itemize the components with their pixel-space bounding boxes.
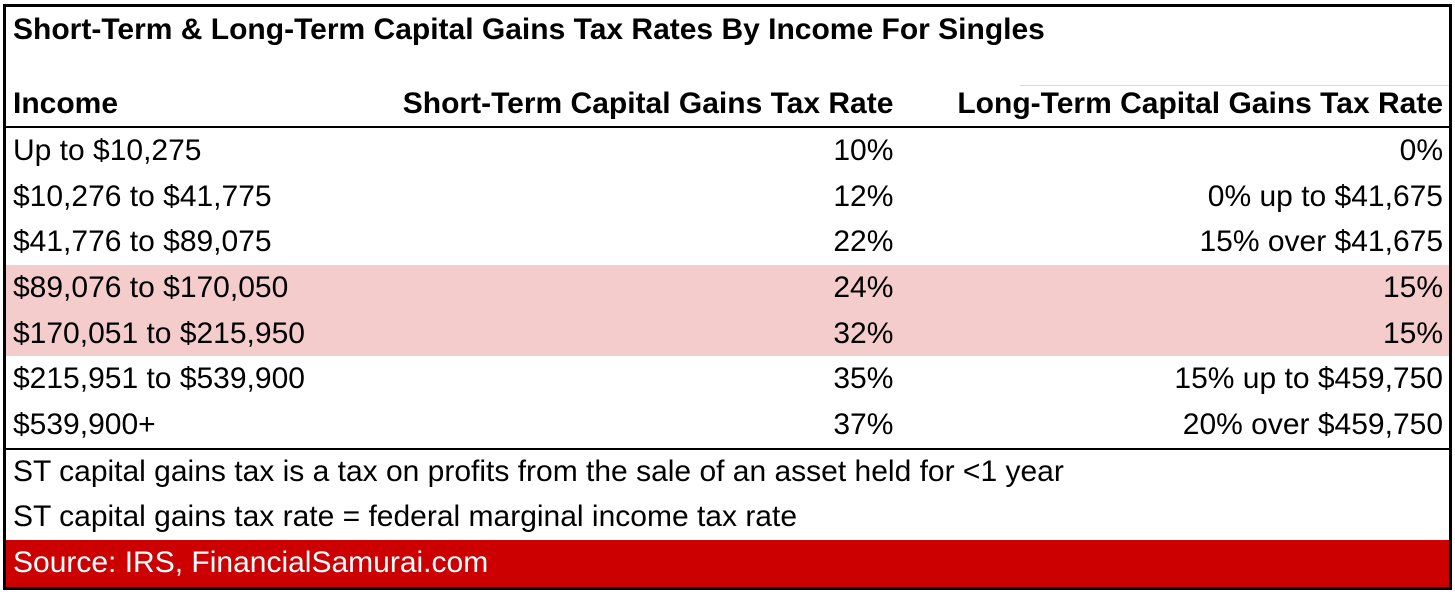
short-term-rate-cell: 35% xyxy=(833,362,894,396)
long-term-rate-cell: 0% up to $41,675 xyxy=(1207,179,1443,213)
table-row: Up to $10,275 10% 0% xyxy=(6,128,1449,174)
income-cell: $89,076 to $170,050 xyxy=(13,270,289,304)
long-term-rate-cell: 15% xyxy=(1382,316,1443,350)
income-cell: $539,900+ xyxy=(13,407,156,441)
short-term-rate-cell: 24% xyxy=(833,270,894,304)
income-cell: $170,051 to $215,950 xyxy=(13,316,305,350)
table-row-highlighted: $89,076 to $170,050 24% 15% xyxy=(6,265,1449,311)
long-term-rate-cell: 0% xyxy=(1399,133,1443,167)
source-bar: Source: IRS, FinancialSamurai.com xyxy=(6,539,1449,587)
table-row: $215,951 to $539,900 35% 15% up to $459,… xyxy=(6,356,1449,402)
income-cell: $41,776 to $89,075 xyxy=(13,225,272,259)
table-row-highlighted: $170,051 to $215,950 32% 15% xyxy=(6,310,1449,357)
column-header-long-term-rate: Long-Term Capital Gains Tax Rate xyxy=(957,87,1443,120)
column-header-short-term-rate: Short-Term Capital Gains Tax Rate xyxy=(402,87,894,120)
table-row: $41,776 to $89,075 22% 15% over $41,675 xyxy=(6,219,1449,265)
table-frame: Short-Term & Long-Term Capital Gains Tax… xyxy=(3,4,1452,590)
table-row: $539,900+ 37% 20% over $459,750 xyxy=(6,402,1449,448)
table-row: $10,276 to $41,775 12% 0% up to $41,675 xyxy=(6,174,1449,220)
long-term-rate-cell: 15% xyxy=(1382,270,1443,304)
long-term-rate-cell: 20% over $459,750 xyxy=(1182,407,1443,441)
income-cell: $10,276 to $41,775 xyxy=(13,179,272,213)
income-cell: Up to $10,275 xyxy=(13,133,202,167)
source-text: Source: IRS, FinancialSamurai.com xyxy=(13,546,489,580)
footnotes-section: ST capital gains tax is a tax on profits… xyxy=(6,447,1449,540)
long-term-rate-cell: 15% up to $459,750 xyxy=(1174,362,1443,396)
short-term-rate-cell: 22% xyxy=(833,225,894,259)
short-term-rate-cell: 32% xyxy=(833,316,894,350)
footnote: ST capital gains tax is a tax on profits… xyxy=(13,455,1064,489)
table-header-row: Income Short-Term Capital Gains Tax Rate… xyxy=(6,62,1449,128)
short-term-rate-cell: 37% xyxy=(833,407,894,441)
footnote: ST capital gains tax rate = federal marg… xyxy=(13,500,798,534)
long-term-rate-cell: 15% over $41,675 xyxy=(1199,225,1443,259)
faint-gridline xyxy=(1020,85,1449,86)
short-term-rate-cell: 10% xyxy=(833,133,894,167)
column-header-income: Income xyxy=(13,87,119,120)
short-term-rate-cell: 12% xyxy=(833,179,894,213)
income-cell: $215,951 to $539,900 xyxy=(13,362,305,396)
table-title: Short-Term & Long-Term Capital Gains Tax… xyxy=(13,13,1045,46)
